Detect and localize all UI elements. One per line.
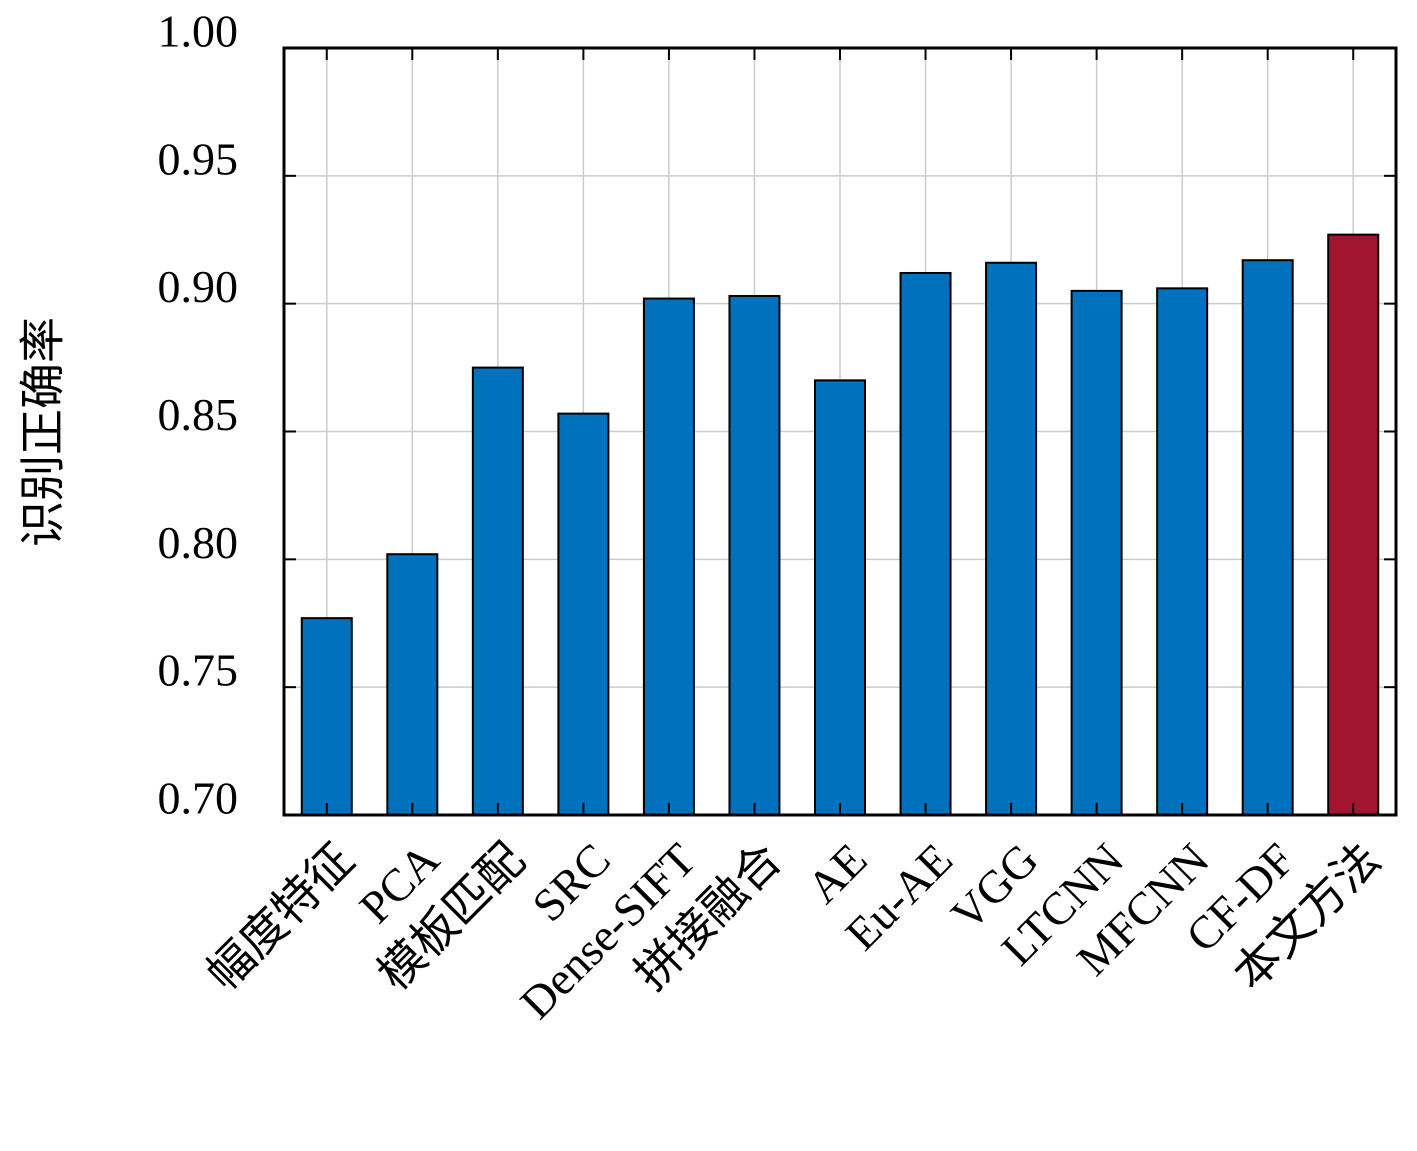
bar: [899, 271, 952, 816]
bar: [1156, 287, 1209, 816]
y-tick-label: 0.85: [158, 389, 239, 440]
bar: [300, 617, 353, 816]
bar: [1327, 233, 1380, 817]
bar: [642, 297, 695, 816]
bar: [1241, 259, 1294, 817]
bar: [471, 366, 524, 816]
bar: [728, 294, 781, 817]
y-tick-label: 0.95: [158, 133, 239, 184]
bar: [557, 412, 610, 816]
y-tick-label: 1.00: [158, 6, 239, 57]
y-tick-label: 0.70: [158, 773, 239, 824]
y-axis-label: 识别正确率: [18, 317, 69, 547]
y-tick-label: 0.90: [158, 261, 239, 312]
bar: [985, 261, 1038, 816]
y-tick-label: 0.80: [158, 517, 239, 568]
x-tick-label: 幅度特征: [197, 833, 363, 999]
bar: [814, 379, 866, 816]
plot-frame: [282, 46, 1398, 817]
bar: [386, 553, 439, 816]
bar: [1070, 289, 1123, 816]
y-tick-label: 0.75: [158, 645, 239, 696]
